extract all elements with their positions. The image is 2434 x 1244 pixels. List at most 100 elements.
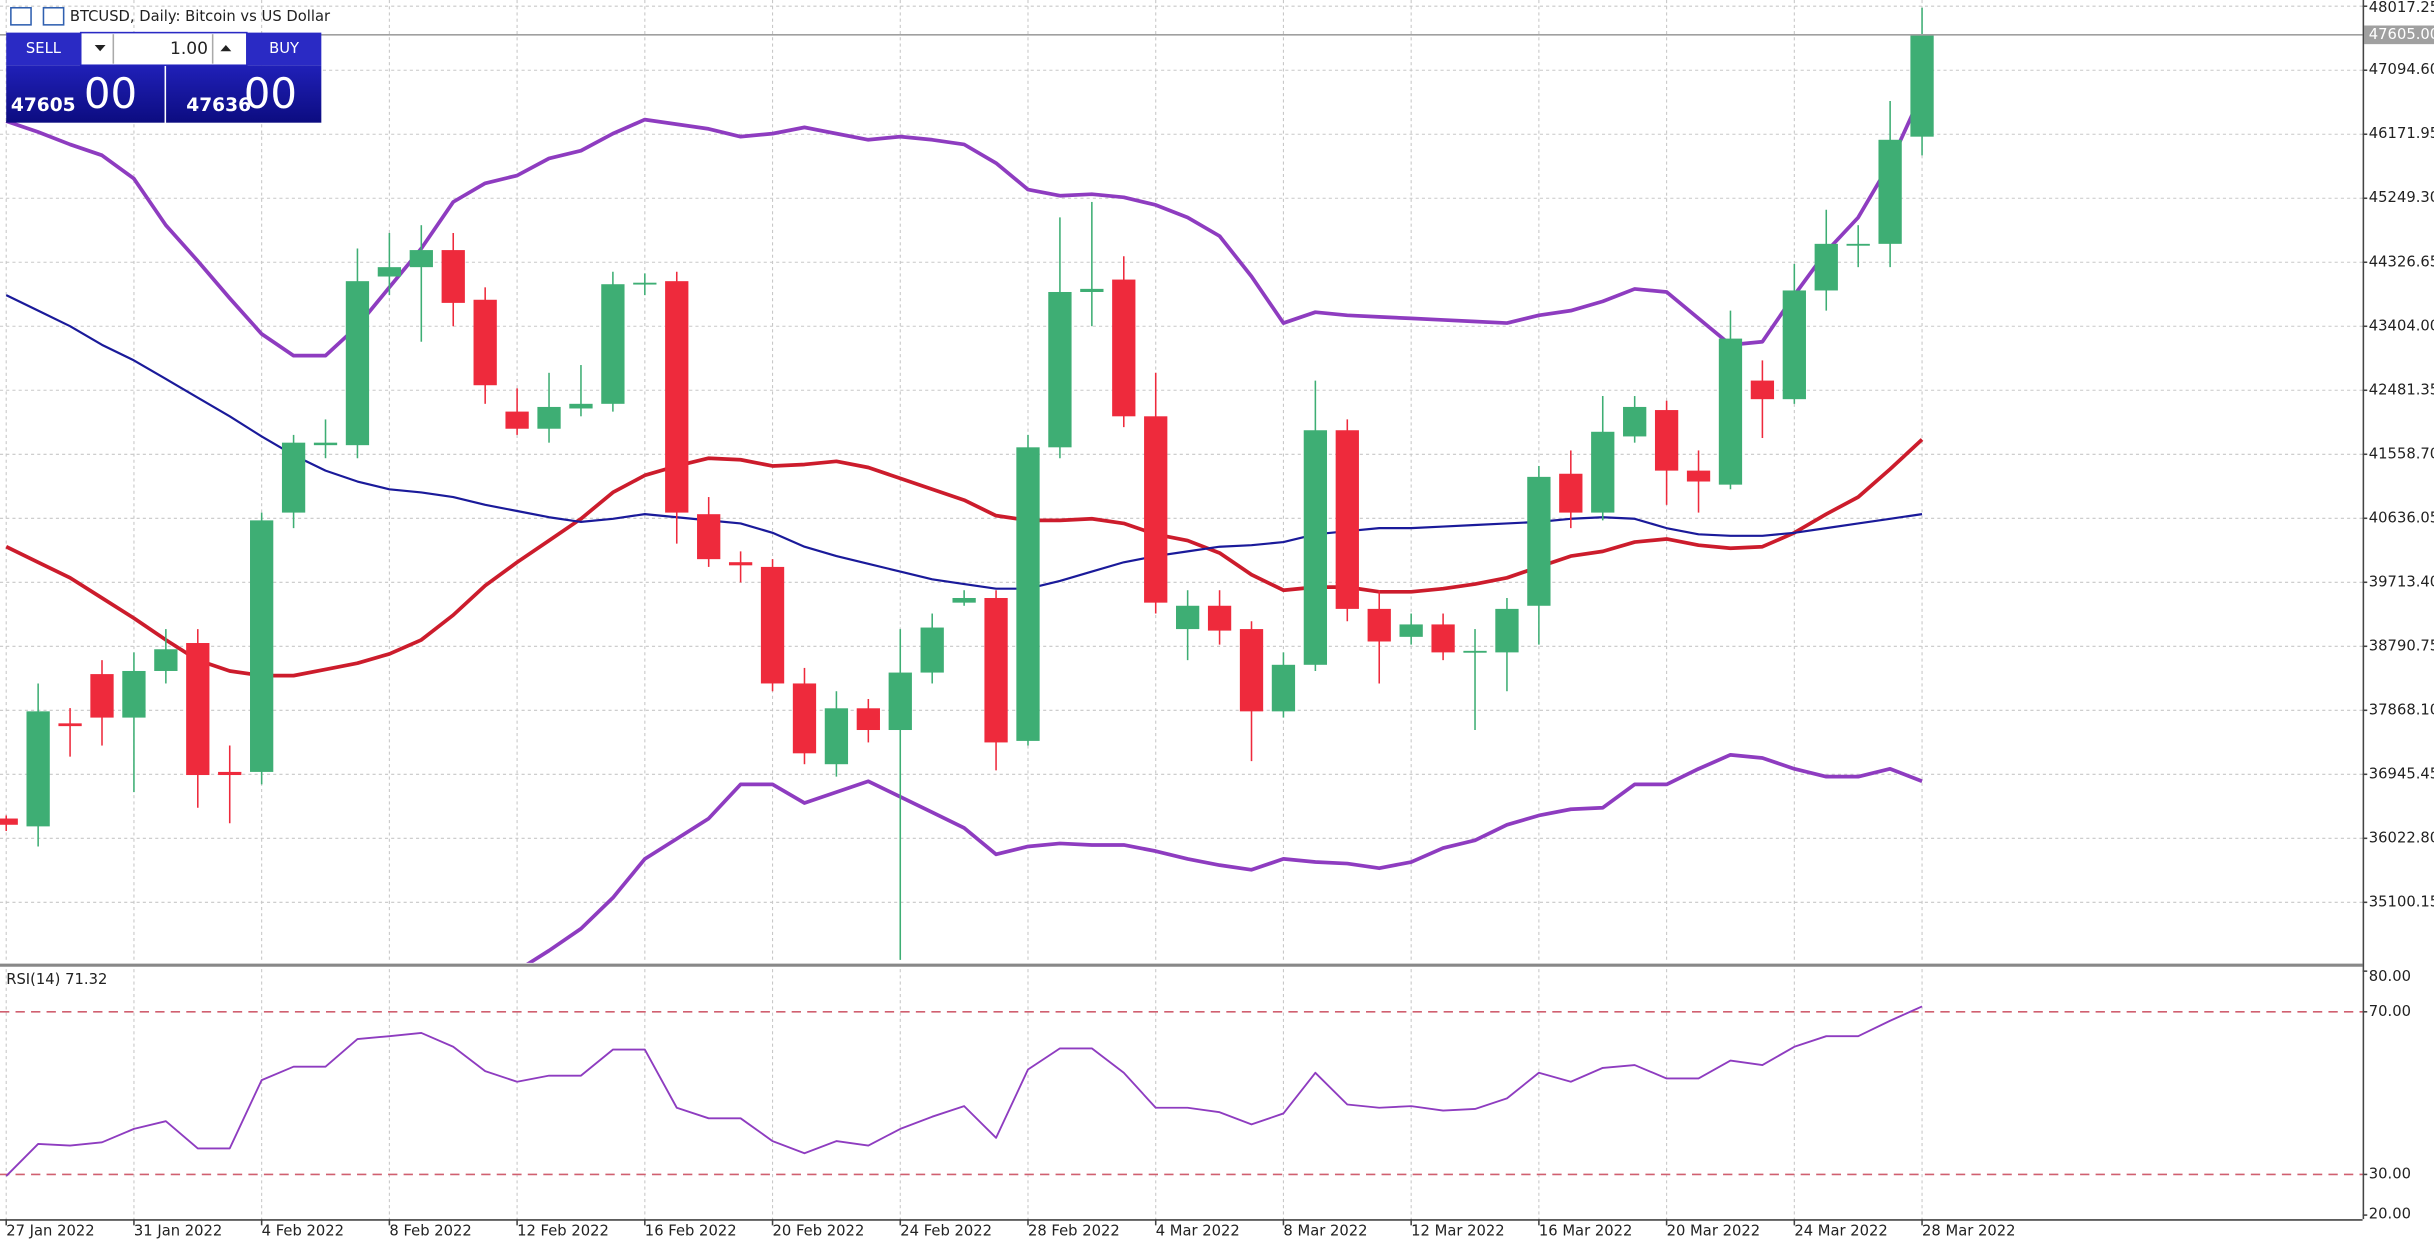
- candle-body: [1176, 605, 1200, 630]
- candle-body: [154, 649, 178, 671]
- candle-body: [1048, 291, 1072, 448]
- candle-body: [345, 281, 370, 446]
- y-tick-label: 40636.05: [2369, 509, 2434, 526]
- y-tick-label: 48017.25: [2369, 0, 2434, 16]
- y-tick-label: 38790.75: [2369, 637, 2434, 654]
- x-tick-label: 12 Mar 2022: [1411, 1223, 1504, 1240]
- candle-body: [792, 683, 817, 754]
- y-tick-label: 70.00: [2369, 1003, 2411, 1020]
- current-price-tag: [2364, 25, 2434, 45]
- x-tick-label: 16 Feb 2022: [645, 1223, 737, 1240]
- candle-body: [281, 442, 306, 513]
- candle-body: [1878, 139, 1902, 244]
- y-tick-label: 80.00: [2369, 968, 2411, 985]
- candle-body: [505, 411, 529, 429]
- candle-body: [1207, 605, 1232, 631]
- y-tick-label: 37868.10: [2369, 701, 2434, 718]
- candle-body: [0, 818, 18, 825]
- candle-body: [1718, 338, 1743, 485]
- y-tick-label: 30.00: [2369, 1165, 2411, 1182]
- candle-body: [569, 403, 593, 409]
- x-tick-label: 20 Mar 2022: [1667, 1223, 1760, 1240]
- indicator-line: [526, 752, 1923, 963]
- ask-box[interactable]: [166, 65, 322, 123]
- candle-body: [1335, 430, 1359, 609]
- candle-body: [1463, 650, 1487, 653]
- candle-body: [952, 597, 976, 603]
- candle-body: [1686, 470, 1711, 482]
- candle-body: [633, 282, 657, 285]
- candle-body: [250, 520, 274, 772]
- x-tick-label: 12 Feb 2022: [517, 1223, 609, 1240]
- candle-body: [1559, 473, 1583, 513]
- volume-up[interactable]: [220, 45, 232, 52]
- chart-icon[interactable]: [10, 6, 32, 26]
- candle-body: [601, 284, 625, 404]
- candle-body: [697, 514, 721, 560]
- sell-button[interactable]: [6, 32, 81, 66]
- x-tick-label: 16 Mar 2022: [1539, 1223, 1632, 1240]
- candle-body: [888, 672, 912, 731]
- candle-body: [1910, 34, 1934, 137]
- x-tick-label: 28 Mar 2022: [1922, 1223, 2015, 1240]
- volume-box[interactable]: [79, 31, 248, 67]
- bid-box[interactable]: [6, 65, 165, 123]
- y-tick-label: 45249.30: [2369, 189, 2434, 206]
- ask-price: 47636: [186, 95, 251, 116]
- candle-body: [58, 723, 82, 727]
- y-tick-label: 39713.40: [2369, 573, 2434, 590]
- y-tick-label: 41558.70: [2369, 445, 2434, 462]
- candle-body: [1399, 624, 1423, 637]
- volume-down[interactable]: [94, 45, 106, 52]
- candle-body: [824, 708, 849, 765]
- y-tick-label: 42481.35: [2369, 381, 2434, 398]
- y-tick-label: 46171.95: [2369, 125, 2434, 142]
- candle-body: [984, 597, 1008, 743]
- candle-body: [1750, 380, 1775, 400]
- window-title: BTCUSD, Daily: Bitcoin vs US Dollar: [70, 8, 331, 25]
- x-tick-label: 4 Mar 2022: [1156, 1223, 1240, 1240]
- candle-body: [728, 562, 753, 566]
- y-tick-label: 47094.60: [2369, 61, 2434, 78]
- candle-body: [90, 674, 114, 718]
- x-tick-label: 4 Feb 2022: [262, 1223, 344, 1240]
- candle-body: [1654, 410, 1679, 471]
- candle-body: [1431, 624, 1455, 653]
- y-tick-label: 36945.45: [2369, 765, 2434, 782]
- buy-label: BUY: [269, 40, 300, 57]
- buy-button[interactable]: [246, 32, 322, 66]
- y-tick-label: 43404.00: [2369, 317, 2434, 334]
- symbol-icon[interactable]: [42, 6, 65, 26]
- candle-body: [856, 708, 880, 731]
- candle-body: [377, 267, 402, 277]
- candle-body: [473, 299, 497, 386]
- rsi-line: [5, 1005, 1923, 1177]
- candle-body: [26, 711, 50, 827]
- bid-pips: 00: [84, 69, 137, 118]
- current-price-label: 47605.00: [2369, 26, 2434, 43]
- candle-body: [1846, 243, 1870, 246]
- candle-body: [186, 643, 210, 776]
- indicator-line: [5, 438, 1924, 678]
- bid-price: 47605: [11, 95, 76, 116]
- x-tick-label: 20 Feb 2022: [773, 1223, 865, 1240]
- candle-body: [760, 566, 785, 684]
- volume-value: 1.00: [170, 39, 208, 59]
- candle-body: [1814, 243, 1838, 291]
- candle-body: [1591, 431, 1615, 513]
- candle-body: [537, 406, 561, 429]
- y-tick-label: 44326.65: [2369, 253, 2434, 270]
- y-tick-label: 35100.15: [2369, 893, 2434, 910]
- x-tick-label: 31 Jan 2022: [134, 1223, 222, 1240]
- x-tick-label: 24 Feb 2022: [900, 1223, 992, 1240]
- candle-body: [1527, 476, 1551, 606]
- candle-body: [920, 627, 944, 673]
- sell-label: SELL: [26, 40, 62, 57]
- candle-body: [1495, 608, 1519, 653]
- candle-body: [409, 250, 433, 268]
- y-tick-label: 20.00: [2369, 1205, 2411, 1222]
- candle-body: [218, 771, 242, 776]
- y-tick-label: 36022.80: [2369, 829, 2434, 846]
- candle-body: [441, 250, 465, 303]
